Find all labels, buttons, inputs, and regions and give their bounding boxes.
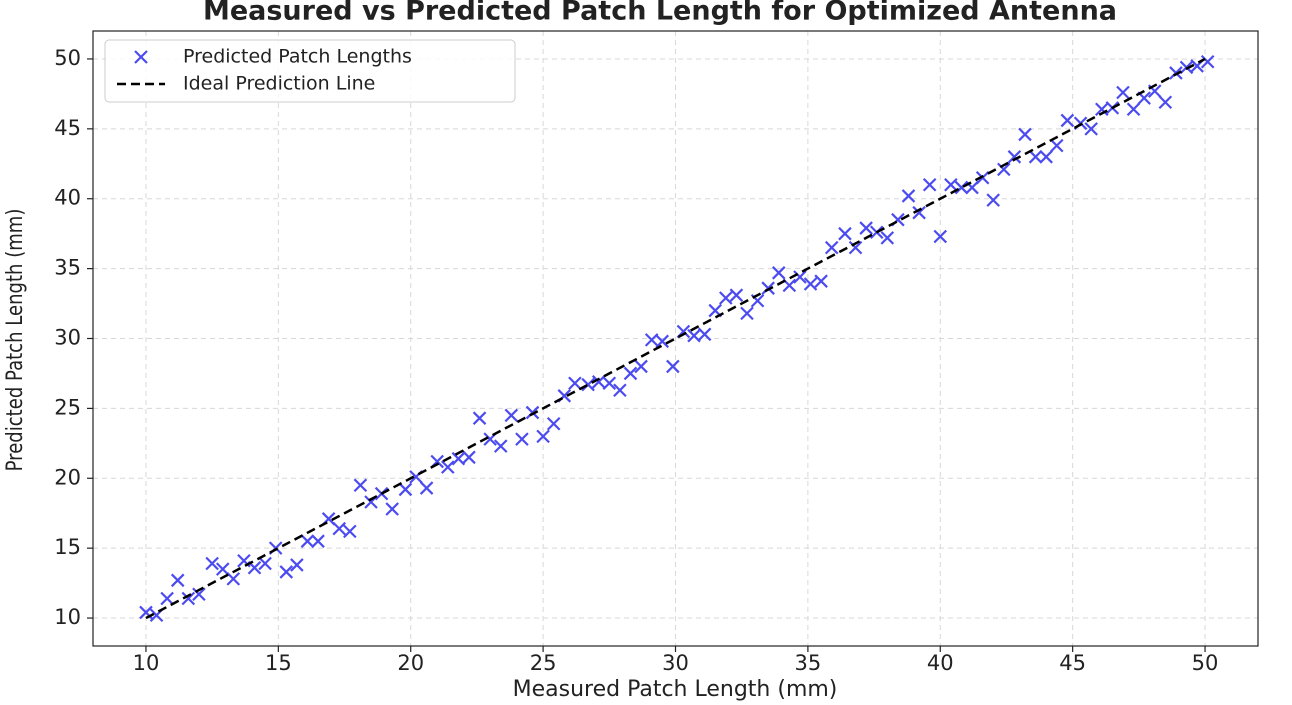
scatter-point [824,240,839,255]
scatter-point [880,231,895,245]
y-tick-label: 20 [54,465,81,489]
scatter-point [602,376,617,391]
scatter-point [613,383,627,397]
scatter-point [300,534,315,548]
y-tick-label: 30 [54,326,81,350]
scatter-point [462,450,476,465]
scatter-point [1060,113,1075,128]
y-axis-label: Predicted Patch Length (mm) [1,209,27,472]
scatter-point [419,481,434,495]
legend-box [104,39,516,103]
scatter-point [353,478,368,493]
scatter-point [536,429,550,444]
x-tick-label: 10 [133,651,160,675]
scatter-point [493,439,508,453]
x-tick-label: 40 [927,651,954,675]
scatter-point [944,177,958,192]
scatter-point [1049,138,1064,153]
scatter-point [933,229,948,244]
scatter-point [385,502,399,516]
scatter-point [398,482,413,497]
scatter-point [279,565,294,579]
x-tick-label: 25 [530,651,557,675]
scatter-point [160,591,174,606]
scatter-point [838,226,852,241]
scatter-point [1018,127,1032,142]
y-tick-label: 15 [54,535,81,559]
scatter-point [568,376,582,391]
scatter-point [546,416,561,431]
scatter-point [986,193,1001,207]
scatter-point [581,377,595,392]
ideal-line [145,57,1206,620]
y-tick-label: 50 [54,46,81,70]
scatter-point [1028,150,1043,164]
scatter-point [258,556,272,571]
scatter-point [697,327,712,342]
scatter-point [205,556,219,571]
x-tick-label: 35 [795,651,822,675]
scatter-point [901,189,916,203]
scatter-point [1084,122,1098,136]
scatter-point [803,277,818,291]
scatter-point [343,524,357,539]
x-tick-label: 45 [1059,651,1086,675]
scatter-point [181,591,196,606]
x-axis-label: Measured Patch Length (mm) [513,677,838,702]
scatter-point [623,366,638,381]
scatter-point [848,240,863,255]
scatter-point [729,288,744,302]
scatter-point [311,534,325,548]
scatter-point [740,306,754,321]
legend-symbol [134,50,148,64]
scatter-point [859,221,873,235]
scatter-point [1158,95,1173,110]
scatter-point [771,266,786,280]
y-tick-label: 40 [54,186,81,210]
scatter-point [793,270,807,284]
scatter-point [515,432,529,446]
scatter-point [332,521,347,536]
scatter-point [912,205,926,220]
scatter-point [290,558,304,572]
y-tick-label: 45 [54,116,81,140]
scatter-point [922,177,937,192]
scatter-point [215,562,230,576]
y-tick-label: 25 [54,395,81,419]
legend-label: Ideal Prediction Line [183,73,375,95]
chart-title: Measured vs Predicted Patch Length for O… [203,0,1117,27]
scatter-point [719,291,733,305]
scatter-point [1200,54,1215,69]
scatter-point [170,573,185,588]
scatter-point [441,460,455,474]
y-tick-label: 35 [54,256,81,280]
scatter-point [226,572,241,586]
x-tick-label: 15 [265,651,292,675]
scatter-point [954,180,969,195]
scatter-point [1039,150,1053,164]
scatter-point [634,359,648,374]
x-tick-label: 30 [662,651,689,675]
scatter-point [1126,102,1141,117]
scatter-point [192,587,206,602]
scatter-point [472,411,487,425]
x-tick-label: 20 [397,651,424,675]
scatter-point [655,334,670,349]
scatter-point [1116,85,1130,100]
legend-label: Predicted Patch Lengths [183,46,412,68]
x-tick-label: 50 [1192,651,1219,675]
scatter-point [666,359,680,374]
y-tick-label: 10 [54,605,81,629]
scatter-point [504,408,519,423]
scatter-point [814,274,828,288]
plot-frame [92,30,1259,647]
scatter-point [997,162,1011,177]
scatter-point [1007,150,1022,164]
